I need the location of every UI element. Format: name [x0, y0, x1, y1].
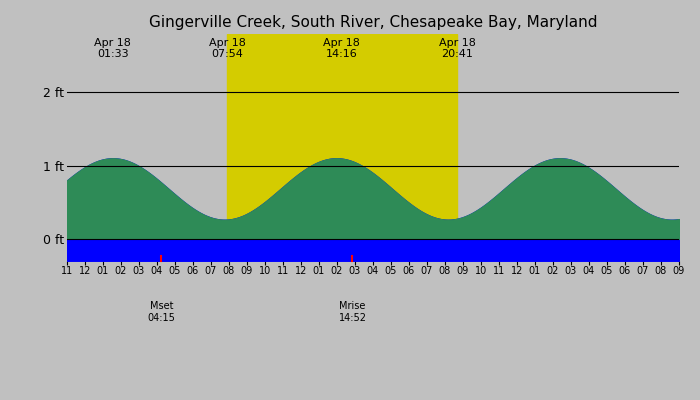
Bar	[227, 34, 457, 261]
Text: Apr 18
01:33: Apr 18 01:33	[94, 38, 131, 59]
Text: Apr 18
14:16: Apr 18 14:16	[323, 38, 360, 59]
Text: Apr 18
20:41: Apr 18 20:41	[439, 38, 475, 59]
Title: Gingerville Creek, South River, Chesapeake Bay, Maryland: Gingerville Creek, South River, Chesapea…	[148, 15, 597, 30]
Text: Apr 18
07:54: Apr 18 07:54	[209, 38, 246, 59]
Text: Mset
04:15: Mset 04:15	[148, 301, 175, 322]
Text: Mrise
14:52: Mrise 14:52	[339, 301, 367, 322]
